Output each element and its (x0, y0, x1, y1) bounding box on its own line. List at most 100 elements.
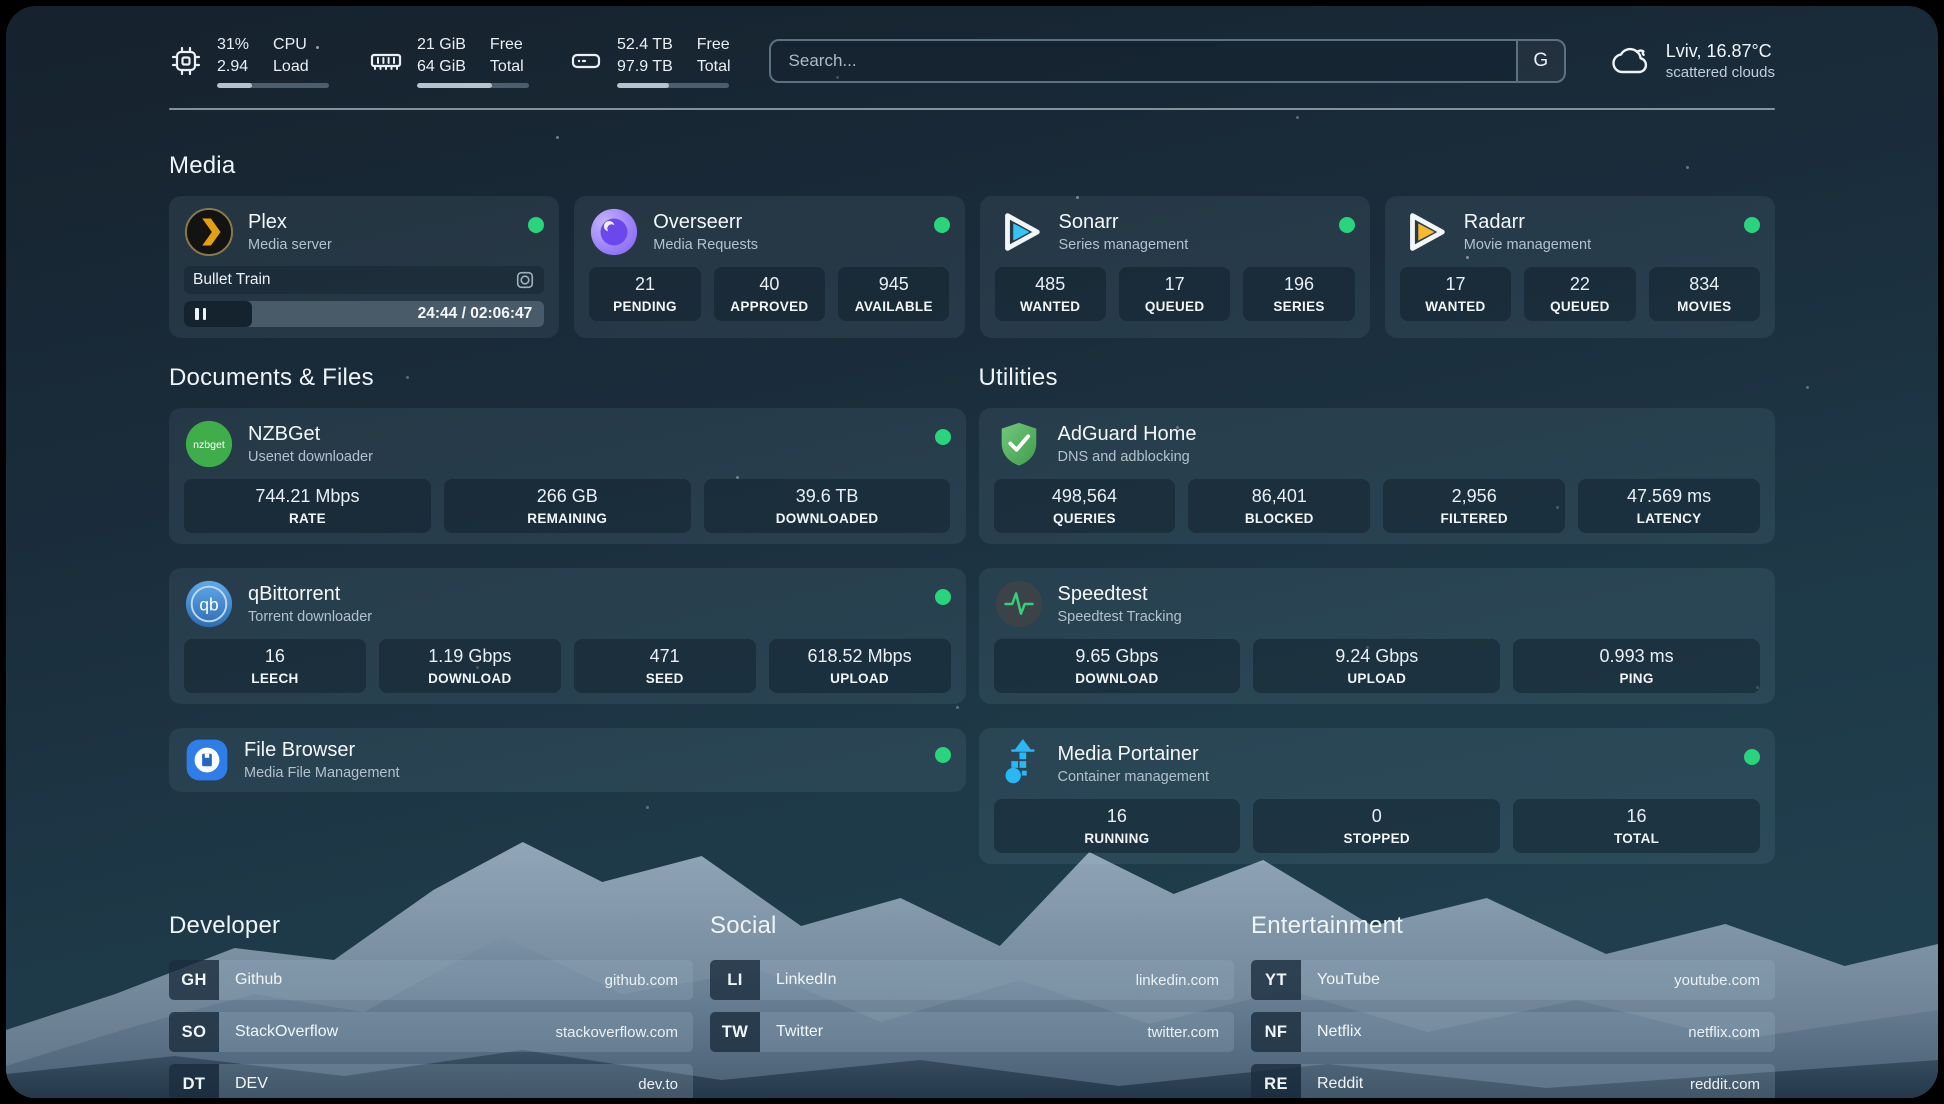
weather-location-temp: Lviv, 16.87°C (1665, 41, 1772, 62)
developer-links-section: Developer GH Github github.com SO StackO… (169, 912, 693, 1098)
disk-free-label: Free (696, 36, 730, 53)
link-netflix[interactable]: NF Netflix netflix.com (1251, 1012, 1775, 1053)
adguard-stat-filtered: 2,956 FILTERED (1383, 479, 1566, 534)
radarr-card[interactable]: Radarr Movie management 17 WANTED 22 QUE… (1384, 196, 1775, 339)
ram-free-label: Free (489, 36, 523, 53)
cpu-usage-value: 31% (217, 36, 250, 53)
nzbget-icon: nzbget (185, 421, 233, 468)
nzbget-stat-downloaded: 39.6 TB DOWNLOADED (703, 479, 951, 534)
media-section-title: Media (169, 152, 236, 180)
speedtest-stat-download: 9.65 Gbps DOWNLOAD (993, 639, 1241, 694)
documents-section-title: Documents & Files (169, 364, 374, 392)
sonarr-name: Sonarr (1058, 211, 1119, 234)
portainer-subtitle: Container management (1057, 769, 1210, 786)
plex-time-display: 24:44 / 02:06:47 (417, 305, 533, 323)
portainer-stat-total: 16 TOTAL (1513, 799, 1760, 854)
qbittorrent-stat-upload: 618.52 Mbps UPLOAD (768, 639, 951, 694)
adguard-card[interactable]: AdGuard Home DNS and adblocking 498,564 … (978, 408, 1775, 545)
plex-now-playing-title: Bullet Train (193, 271, 271, 289)
radarr-subtitle: Movie management (1463, 237, 1592, 254)
link-twitter[interactable]: TW Twitter twitter.com (710, 1012, 1234, 1053)
overseerr-name: Overseerr (653, 211, 743, 234)
qbittorrent-icon: qb (185, 581, 233, 628)
ram-stat: 21 GiB 64 GiB Free Total (369, 34, 529, 89)
pause-icon[interactable] (195, 308, 206, 321)
radarr-stat-queued: 22 QUEUED (1524, 267, 1636, 322)
cpu-icon (171, 46, 201, 76)
filebrowser-name: File Browser (244, 739, 356, 762)
snow-particles (316, 46, 319, 49)
speedtest-card[interactable]: Speedtest Speedtest Tracking 9.65 Gbps D… (978, 568, 1775, 705)
reddit-abbr-badge: RE (1251, 1064, 1301, 1098)
link-stackoverflow[interactable]: SO StackOverflow stackoverflow.com (169, 1012, 693, 1053)
dev-abbr-badge: DT (169, 1064, 219, 1098)
utilities-column: Utilities AdGuard Home (978, 364, 1775, 865)
link-reddit[interactable]: RE Reddit reddit.com (1251, 1064, 1775, 1098)
speedtest-stat-upload: 9.24 Gbps UPLOAD (1253, 639, 1501, 694)
portainer-stat-stopped: 0 STOPPED (1253, 799, 1501, 854)
linkedin-abbr-badge: LI (710, 960, 760, 1001)
filebrowser-card[interactable]: File Browser Media File Management (169, 728, 966, 793)
overseerr-status-dot (933, 217, 950, 234)
filebrowser-icon (186, 739, 228, 781)
overseerr-subtitle: Media Requests (653, 237, 759, 254)
portainer-card[interactable]: Media Portainer Container management 16 … (978, 728, 1775, 865)
link-youtube[interactable]: YT YouTube youtube.com (1251, 960, 1775, 1001)
nzbget-status-dot (934, 429, 951, 446)
speedtest-subtitle: Speedtest Tracking (1057, 609, 1182, 626)
plex-progress-bar[interactable]: 24:44 / 02:06:47 (184, 301, 545, 328)
disk-progress-fill (617, 83, 669, 89)
plex-card[interactable]: Plex Media server Bullet Train (169, 196, 560, 339)
cpu-stat: 31% 2.94 CPU Load (169, 34, 329, 89)
filebrowser-status-dot (934, 747, 951, 764)
svg-text:nzbget: nzbget (193, 439, 225, 451)
search-input[interactable] (770, 41, 1516, 82)
plex-icon (184, 208, 234, 257)
overseerr-card[interactable]: Overseerr Media Requests 21 PENDING 40 A… (574, 196, 965, 339)
overseerr-icon (591, 209, 638, 256)
link-github[interactable]: GH Github github.com (169, 960, 693, 1001)
ram-icon (370, 53, 402, 71)
link-dev[interactable]: DT DEV dev.to (169, 1064, 693, 1098)
adguard-name: AdGuard Home (1057, 423, 1197, 446)
overseerr-stat-pending: 21 PENDING (589, 267, 701, 322)
overseerr-stat-approved: 40 APPROVED (713, 267, 826, 322)
cpu-load-label: Load (273, 57, 309, 75)
adguard-icon (1001, 423, 1036, 466)
social-section-title: Social (710, 912, 777, 940)
search-engine-button[interactable]: G (1515, 41, 1564, 82)
mountain-background (6, 842, 1938, 1098)
youtube-abbr-badge: YT (1251, 960, 1301, 1001)
radarr-icon (1409, 213, 1445, 251)
nzbget-stat-rate: 744.21 Mbps RATE (184, 479, 431, 534)
nzbget-stat-remaining: 266 GB REMAINING (443, 479, 691, 534)
ram-progress-fill (417, 83, 493, 89)
qbittorrent-card[interactable]: qb qBittorrent Torrent downloader 16 (169, 568, 966, 705)
overseerr-stat-available: 945 AVAILABLE (838, 267, 950, 322)
header-divider (169, 108, 1775, 111)
portainer-name: Media Portainer (1057, 743, 1199, 766)
qbittorrent-stat-seed: 471 SEED (573, 639, 756, 694)
plex-subtitle: Media server (248, 237, 332, 254)
dashboard-screen: 31% 2.94 CPU Load (6, 6, 1938, 1098)
adguard-stat-queries: 498,564 QUERIES (993, 479, 1176, 534)
ram-progress-track (417, 83, 529, 89)
sonarr-status-dot (1338, 217, 1355, 234)
plex-now-playing: Bullet Train (184, 266, 545, 295)
qbittorrent-name: qBittorrent (248, 583, 341, 606)
weather-widget: Lviv, 16.87°C scattered clouds (1610, 41, 1775, 81)
sonarr-card[interactable]: Sonarr Series management 485 WANTED 17 Q… (979, 196, 1370, 339)
speedtest-name: Speedtest (1057, 583, 1148, 606)
adguard-stat-blocked: 86,401 BLOCKED (1188, 479, 1371, 534)
disk-icon (571, 53, 601, 69)
github-abbr-badge: GH (169, 960, 219, 1001)
search-bar[interactable]: G (768, 39, 1566, 84)
stackoverflow-abbr-badge: SO (169, 1012, 219, 1053)
twitter-abbr-badge: TW (710, 1012, 760, 1053)
adguard-subtitle: DNS and adblocking (1057, 449, 1190, 466)
link-linkedin[interactable]: LI LinkedIn linkedin.com (710, 960, 1234, 1001)
plex-status-dot (528, 217, 545, 234)
radarr-stat-wanted: 17 WANTED (1399, 267, 1512, 322)
qbittorrent-subtitle: Torrent downloader (248, 609, 373, 626)
nzbget-card[interactable]: nzbget NZBGet Usenet downloader 744.21 M… (169, 408, 966, 545)
